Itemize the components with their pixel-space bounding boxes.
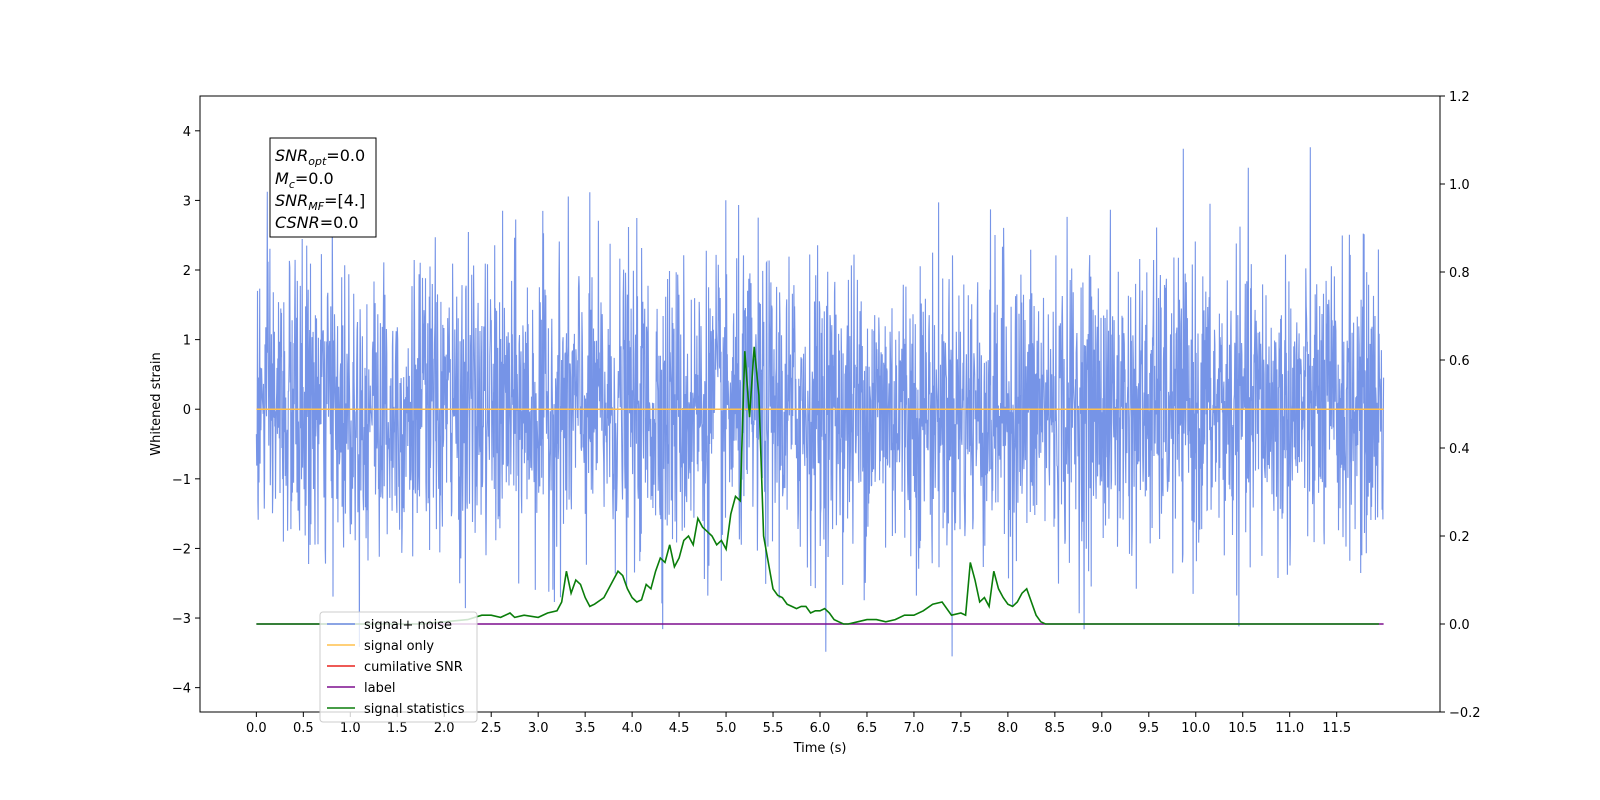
x-tick-label: 9.0	[1091, 721, 1112, 736]
x-tick-label: 8.5	[1045, 721, 1066, 736]
x-tick-label: 8.0	[998, 721, 1019, 736]
x-tick-label: 10.5	[1228, 721, 1257, 736]
y2-tick-label: 0.2	[1449, 530, 1470, 545]
info-snr-mf: SNRMF=[4.]	[275, 191, 365, 213]
x-tick-label: 3.0	[528, 721, 549, 736]
legend-label-signal-statistics: signal statistics	[364, 702, 465, 717]
x-tick-label: 5.0	[716, 721, 737, 736]
series-signal-noise	[255, 147, 1385, 657]
x-tick-label: 7.5	[951, 721, 972, 736]
y-tick-label: 1	[183, 334, 191, 349]
x-tick-label: 3.5	[575, 721, 596, 736]
info-mc: Mc=0.0	[275, 169, 334, 191]
x-tick-label: 4.0	[622, 721, 643, 736]
x-tick-label: 0.0	[246, 721, 267, 736]
y-tick-label: 2	[183, 264, 191, 279]
axes: 0.0 0.5 1.0 1.5 2.0 2.5 3.0 3.5 4.0 4.5 5.0 5.5 6.0 6…	[172, 90, 1481, 736]
x-tick-label: 6.0	[810, 721, 831, 736]
x-axis-label: Time (s)	[793, 741, 847, 756]
info-snr-opt: SNRopt=0.0	[275, 146, 365, 168]
x-tick-label: 2.0	[434, 721, 455, 736]
y2-tick-label: 0.6	[1449, 354, 1470, 369]
info-box: SNRopt=0.0 Mc=0.0 SNRMF=[4.] CSNR=0.0	[269, 137, 377, 238]
signal-noise-line	[255, 147, 1385, 657]
y-tick-label: −4	[172, 682, 191, 697]
x-tick-label: 11.0	[1275, 721, 1304, 736]
y-axis-label: Whitened strain	[149, 352, 164, 455]
y-tick-label: −3	[172, 612, 191, 627]
y2-tick-label: 1.2	[1449, 90, 1470, 105]
x-tick-label: 0.5	[293, 721, 314, 736]
y2-tick-label: 0.0	[1449, 618, 1470, 633]
y2-tick-label: 0.4	[1449, 442, 1470, 457]
y2-tick-label: −0.2	[1449, 706, 1481, 721]
y-tick-label: 4	[183, 125, 191, 140]
x-tick-label: 4.5	[669, 721, 690, 736]
x-tick-label: 7.0	[904, 721, 925, 736]
x-tick-label: 2.5	[481, 721, 502, 736]
x-tick-label: 6.5	[857, 721, 878, 736]
legend-label-signal-only: signal only	[364, 639, 434, 654]
x-tick-label: 5.5	[763, 721, 784, 736]
x-tick-label: 1.0	[340, 721, 361, 736]
y-tick-label: 3	[183, 194, 191, 209]
legend-label-cumulative-snr: cumilative SNR	[364, 660, 463, 675]
y-tick-label: −2	[172, 542, 191, 557]
signal-statistics-line	[256, 346, 1379, 625]
legend-label-signal-noise: signal+ noise	[364, 618, 452, 633]
x-tick-label: 1.5	[387, 721, 408, 736]
legend[interactable]: signal+ noise signal only cumilative SNR…	[319, 611, 478, 723]
y-tick-label: 0	[183, 403, 191, 418]
y2-tick-label: 0.8	[1449, 266, 1470, 281]
y-tick-label: −1	[172, 473, 191, 488]
legend-frame	[319, 611, 478, 723]
info-box-frame	[269, 137, 377, 238]
legend-label-label: label	[364, 681, 395, 696]
x-tick-label: 9.5	[1138, 721, 1159, 736]
x-tick-label: 10.0	[1181, 721, 1210, 736]
x-tick-label: 11.5	[1322, 721, 1351, 736]
y2-tick-label: 1.0	[1449, 178, 1470, 193]
info-csnr: CSNR=0.0	[275, 213, 359, 232]
